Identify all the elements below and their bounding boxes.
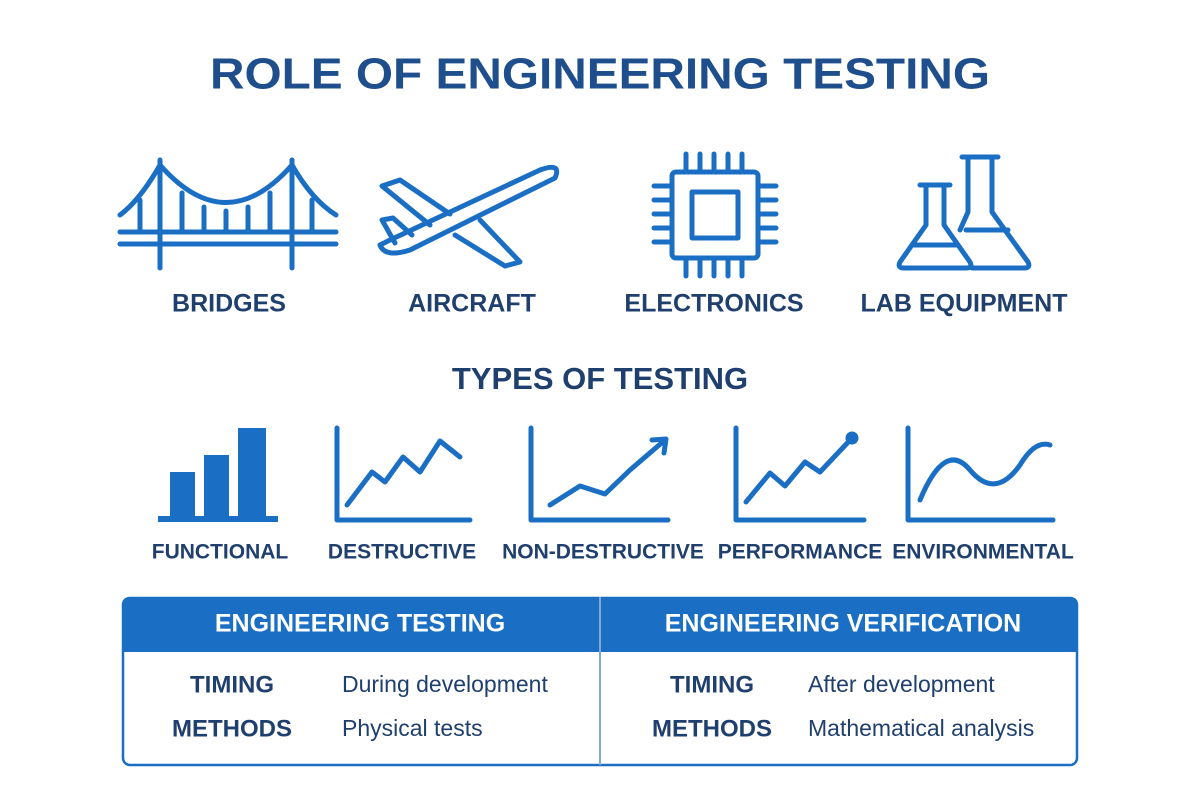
performance-icon [733,425,867,523]
row-value: After development [808,671,995,697]
row-label: METHODS [172,715,292,742]
type-label: DESTRUCTIVE [328,541,476,564]
electronics-icon [651,151,779,279]
type-label: NON-DESTRUCTIVE [502,541,704,564]
comparison-table: ENGINEERING TESTING ENGINEERING VERIFICA… [121,596,1079,767]
title: ROLE OF ENGINEERING TESTING [210,50,990,99]
bridge-icon [117,157,339,271]
panel-header: ENGINEERING VERIFICATION [665,610,1022,638]
functional-icon [158,428,278,522]
row-label: TIMING [190,671,274,698]
row-value: Physical tests [342,715,483,741]
application-label: AIRCRAFT [408,290,536,318]
panel-header: ENGINEERING TESTING [215,610,505,638]
row-value: Mathematical analysis [808,715,1034,741]
application-label: LAB EQUIPMENT [861,290,1068,318]
application-label: BRIDGES [172,290,286,318]
application-label: ELECTRONICS [624,290,803,318]
destructive-icon [334,425,473,523]
aircraft-icon [377,164,560,269]
row-label: TIMING [670,671,754,698]
row-value: During development [342,671,548,697]
type-label: ENVIRONMENTAL [892,541,1074,564]
row-label: METHODS [652,715,772,742]
non-destructive-icon [528,425,671,523]
type-label: FUNCTIONAL [152,541,289,564]
types-title: TYPES OF TESTING [452,361,748,396]
type-label: PERFORMANCE [718,541,883,564]
environmental-icon [905,425,1056,523]
lab-equipment-icon [896,154,1032,271]
